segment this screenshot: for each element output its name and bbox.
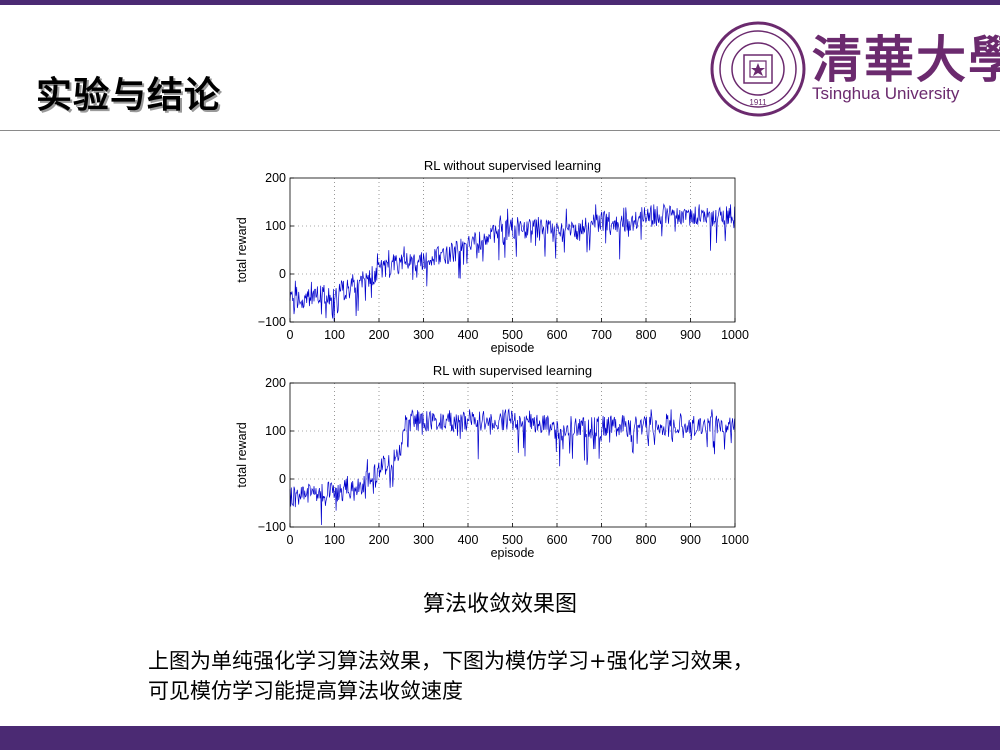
conclusion-line-1: 上图为单纯强化学习算法效果，下图为模仿学习+强化学习效果， [148, 649, 754, 673]
chart-0-xtick-label-9: 900 [680, 328, 701, 342]
conclusion-line-2: 可见模仿学习能提高算法收敛速度 [148, 679, 463, 703]
chart-0-xtick-label-3: 300 [413, 328, 434, 342]
tsinghua-seal-icon: 1911 [710, 21, 806, 117]
chart-0-xlabel: episode [491, 341, 535, 355]
chart-1-xtick-label-5: 500 [502, 533, 523, 547]
chart-1-ytick-label-0: −100 [258, 520, 286, 534]
chart-1-series-line [289, 408, 735, 526]
chart-1-xtick-label-7: 700 [591, 533, 612, 547]
chart-1-xtick-label-8: 800 [636, 533, 657, 547]
header-divider [0, 130, 1000, 131]
slide-title: 实验与结论 [36, 75, 222, 116]
chart-0-xtick-label-0: 0 [287, 328, 294, 342]
chart-1-ytick-label-3: 200 [265, 376, 286, 390]
chart-0-xtick-label-2: 200 [369, 328, 390, 342]
chart-0-xtick-label-4: 400 [458, 328, 479, 342]
conclusion-text: 上图为单纯强化学习算法效果，下图为模仿学习+强化学习效果， 可见模仿学习能提高算… [148, 646, 908, 706]
chart-0-xtick-label-7: 700 [591, 328, 612, 342]
chart-0-ytick-label-0: −100 [258, 315, 286, 329]
chart-0-xtick-label-1: 100 [324, 328, 345, 342]
chart-1-xtick-label-4: 400 [458, 533, 479, 547]
chart-1-xtick-label-0: 0 [287, 533, 294, 547]
chart-0-xtick-label-10: 1000 [721, 328, 749, 342]
figure-caption: 算法收敛效果图 [422, 592, 577, 617]
bottom-accent-bar [0, 726, 1000, 750]
chart-0-ytick-label-3: 200 [265, 171, 286, 185]
chart-1-ylabel: total reward [235, 422, 249, 487]
chart-0-ytick-label-1: 0 [279, 267, 286, 281]
chart-0-xtick-label-5: 500 [502, 328, 523, 342]
chart-0-title: RL without supervised learning [424, 158, 601, 173]
chart-0-ylabel: total reward [235, 217, 249, 282]
reward-charts: 0 100 200 300 400 500 600 700 800 900 1000−1000100… [235, 158, 749, 560]
seal-year: 1911 [749, 98, 767, 107]
chart-0-xtick-label-8: 800 [636, 328, 657, 342]
chart-0-ytick-label-2: 100 [265, 219, 286, 233]
logo-name-en: Tsinghua University [812, 84, 960, 103]
chart-1-xtick-label-1: 100 [324, 533, 345, 547]
chart-1-xtick-label-9: 900 [680, 533, 701, 547]
chart-1-xtick-label-10: 1000 [721, 533, 749, 547]
logo-name-cn: 清華大學 [812, 30, 1000, 89]
chart-1-xlabel: episode [491, 546, 535, 560]
chart-1-title: RL with supervised learning [433, 363, 592, 378]
chart-1-xtick-label-6: 600 [547, 533, 568, 547]
chart-0-xtick-label-6: 600 [547, 328, 568, 342]
chart-0-series-line [289, 203, 735, 322]
chart-1-xtick-label-2: 200 [369, 533, 390, 547]
chart-1-ytick-label-2: 100 [265, 424, 286, 438]
chart-1-xtick-label-3: 300 [413, 533, 434, 547]
chart-1-ytick-label-1: 0 [279, 472, 286, 486]
top-accent-bar [0, 0, 1000, 5]
